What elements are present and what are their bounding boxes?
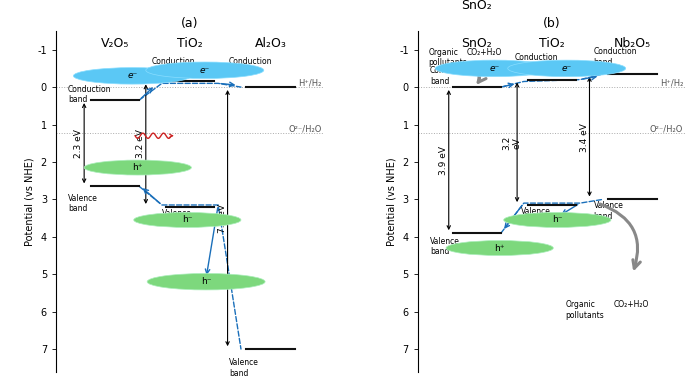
Text: Conduction
band: Conduction band [430,66,473,86]
Circle shape [508,60,626,77]
Text: V₂O₅: V₂O₅ [101,37,130,50]
Text: H⁺/H₂: H⁺/H₂ [298,78,321,87]
Text: h⁻: h⁻ [201,277,211,286]
Text: e⁻: e⁻ [127,71,137,80]
Text: h⁺: h⁺ [494,243,505,253]
Text: CO₂+H₂O: CO₂+H₂O [466,48,501,57]
Y-axis label: Potential (vs NHE): Potential (vs NHE) [386,157,396,246]
Text: Valence
band: Valence band [430,237,460,256]
Text: TiO₂: TiO₂ [539,37,565,50]
Text: Conduction
band: Conduction band [229,57,272,76]
Circle shape [84,160,191,175]
Circle shape [435,60,553,77]
Text: CO₂+H₂O: CO₂+H₂O [614,300,649,310]
Text: H⁺/H₂: H⁺/H₂ [660,78,683,87]
Text: 3.4 eV: 3.4 eV [580,123,589,152]
Text: SnO₂: SnO₂ [461,37,492,50]
Text: e⁻: e⁻ [199,66,210,75]
Text: Valence
band: Valence band [521,207,551,226]
Circle shape [134,212,241,228]
Text: Valence
band: Valence band [229,358,259,378]
Text: SnO₂: SnO₂ [461,0,492,12]
Text: Organic
pollutants: Organic pollutants [428,48,468,67]
Text: Al₂O₃: Al₂O₃ [255,37,286,50]
Text: e⁻: e⁻ [489,64,499,73]
Text: Conduction
band: Conduction band [594,48,637,67]
Text: O²⁻/H₂O: O²⁻/H₂O [288,124,321,133]
Text: Conduction
band: Conduction band [68,85,111,104]
Text: Nb₂O₅: Nb₂O₅ [614,37,651,50]
Text: e⁻: e⁻ [561,64,572,73]
Text: h⁻: h⁻ [552,216,563,224]
Circle shape [504,212,611,228]
Text: TiO₂: TiO₂ [177,37,203,50]
Text: Organic
pollutants: Organic pollutants [566,300,604,320]
Text: 7.0 eV: 7.0 eV [218,204,227,233]
Text: 3.9 eV: 3.9 eV [439,146,448,175]
Text: h⁺: h⁺ [132,163,143,172]
Text: 3.2
eV: 3.2 eV [502,136,522,151]
Title: (b): (b) [543,17,561,30]
Text: O²⁻/H₂O: O²⁻/H₂O [650,124,683,133]
Circle shape [147,274,265,290]
Text: 2.3 eV: 2.3 eV [74,129,83,158]
Circle shape [446,241,553,255]
Text: h⁻: h⁻ [182,216,192,224]
Title: (a): (a) [181,17,199,30]
Text: Conduction
band: Conduction band [514,53,558,72]
Y-axis label: Potential (vs NHE): Potential (vs NHE) [25,157,34,246]
Circle shape [74,68,191,84]
Circle shape [146,62,264,79]
Text: Valence
band: Valence band [162,209,192,228]
Text: Valence
band: Valence band [68,194,98,213]
Text: Valence
band: Valence band [594,201,624,221]
Text: 3.2 eV: 3.2 eV [136,129,145,158]
Text: Conduction
band: Conduction band [151,57,195,76]
